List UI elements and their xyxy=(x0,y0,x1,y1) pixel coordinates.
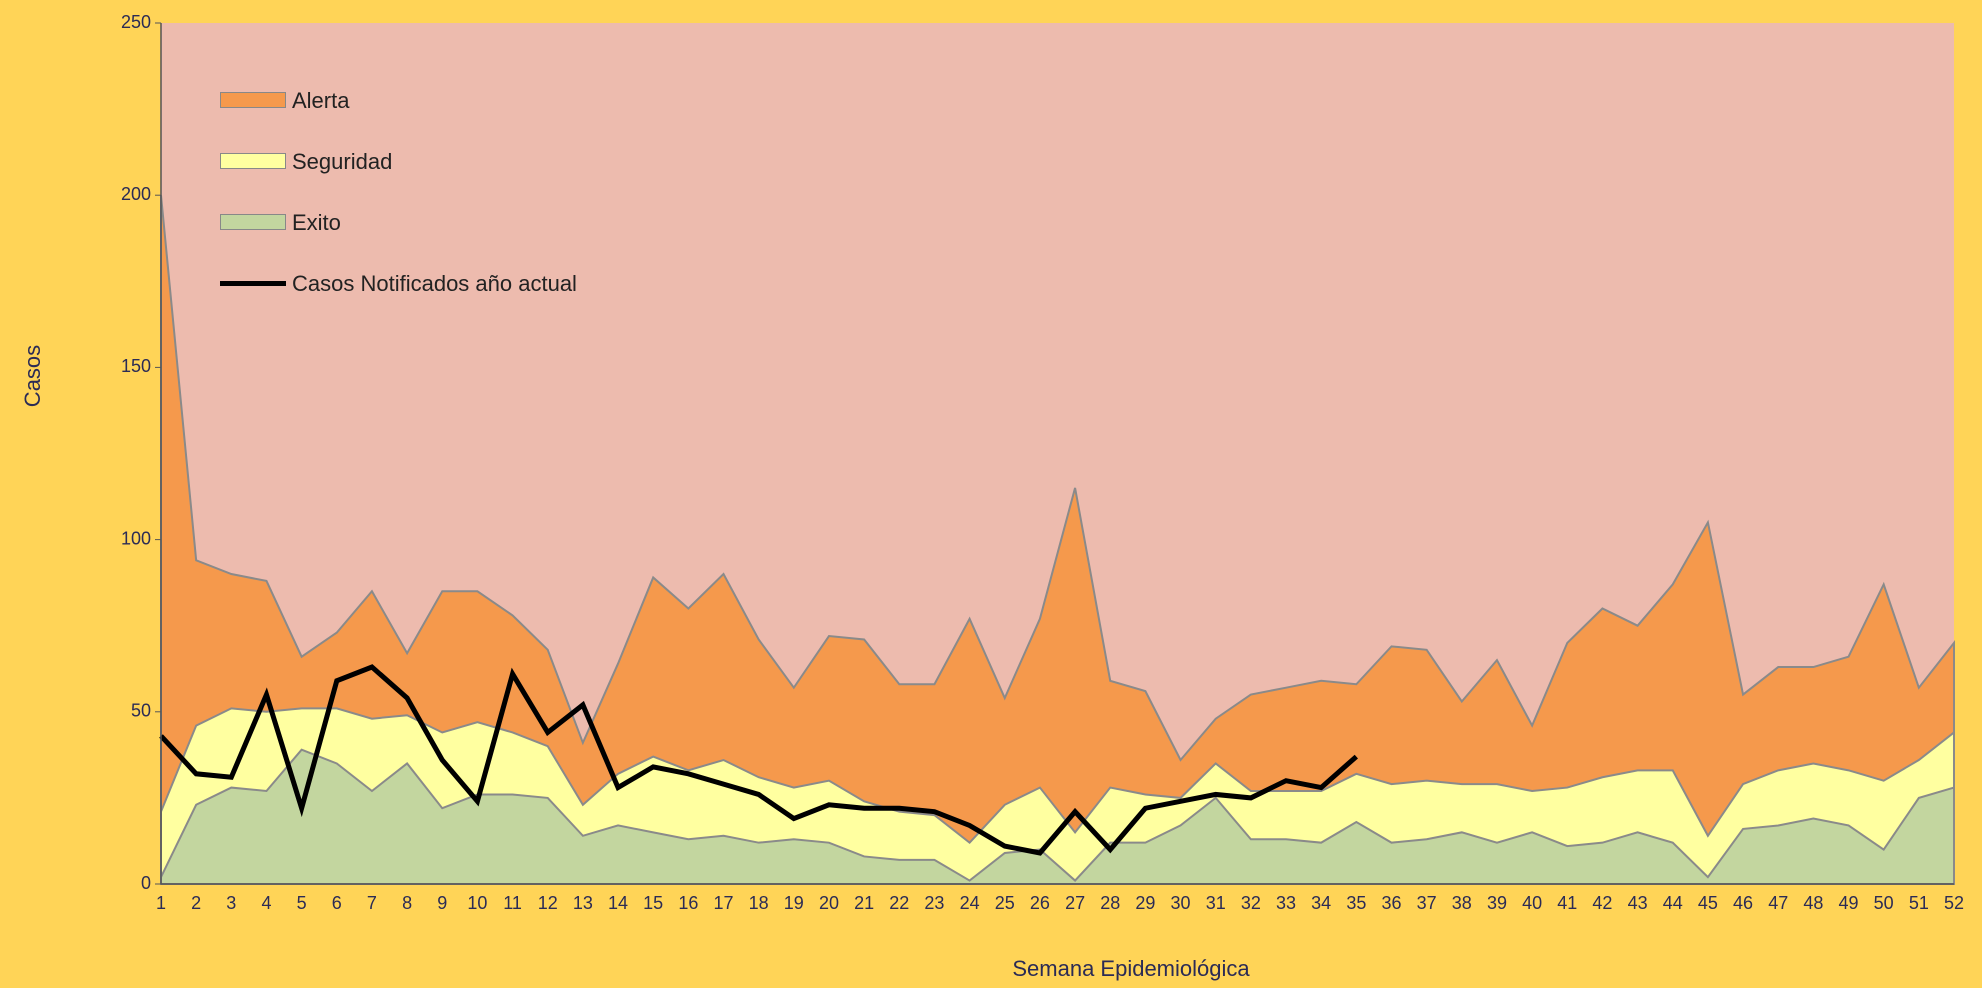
x-tick-label: 33 xyxy=(1276,893,1296,913)
x-tick-label: 48 xyxy=(1803,893,1823,913)
x-tick-label: 49 xyxy=(1839,893,1859,913)
legend-swatch xyxy=(220,92,286,108)
x-tick-label: 40 xyxy=(1522,893,1542,913)
x-tick-label: 31 xyxy=(1206,893,1226,913)
x-tick-label: 7 xyxy=(367,893,377,913)
x-tick-label: 5 xyxy=(297,893,307,913)
y-tick-label: 250 xyxy=(121,12,151,32)
x-tick-label: 27 xyxy=(1065,893,1085,913)
x-tick-label: 18 xyxy=(749,893,769,913)
legend-label: Exito xyxy=(292,210,341,235)
x-tick-label: 43 xyxy=(1628,893,1648,913)
y-tick-label: 150 xyxy=(121,356,151,376)
x-tick-label: 35 xyxy=(1346,893,1366,913)
x-tick-label: 25 xyxy=(995,893,1015,913)
x-tick-label: 20 xyxy=(819,893,839,913)
line xyxy=(159,664,1358,856)
area xyxy=(160,748,1955,885)
x-tick-label: 11 xyxy=(503,893,522,913)
x-tick-label: 3 xyxy=(226,893,236,913)
y-tick-label: 100 xyxy=(121,528,151,548)
x-tick-label: 36 xyxy=(1381,893,1401,913)
x-tick-label: 26 xyxy=(1030,893,1050,913)
x-tick-label: 30 xyxy=(1171,893,1191,913)
legend-item: Alerta xyxy=(220,86,349,116)
x-tick-label: 46 xyxy=(1733,893,1753,913)
legend-item: Exito xyxy=(220,208,341,238)
x-tick-label: 13 xyxy=(573,893,593,913)
x-tick-label: 2 xyxy=(191,893,201,913)
x-axis-label: Semana Epidemiológica xyxy=(1012,956,1250,981)
x-tick-label: 17 xyxy=(713,893,733,913)
x-tick-label: 21 xyxy=(854,893,874,913)
x-tick-label: 14 xyxy=(608,893,628,913)
x-tick-label: 42 xyxy=(1592,893,1612,913)
legend-item: Seguridad xyxy=(220,147,392,177)
x-tick-label: 12 xyxy=(538,893,558,913)
legend-label: Casos Notificados año actual xyxy=(292,271,577,296)
legend-swatch xyxy=(220,153,286,169)
legend-label: Seguridad xyxy=(292,149,393,174)
x-tick-label: 34 xyxy=(1311,893,1331,913)
x-tick-label: 32 xyxy=(1241,893,1261,913)
x-tick-label: 8 xyxy=(402,893,412,913)
legend-swatch xyxy=(220,214,286,230)
y-tick-label: 50 xyxy=(131,701,151,721)
x-tick-label: 22 xyxy=(889,893,909,913)
x-tick-label: 45 xyxy=(1698,893,1718,913)
x-tick-label: 10 xyxy=(467,893,487,913)
x-tick-label: 47 xyxy=(1768,893,1788,913)
x-tick-label: 52 xyxy=(1944,893,1964,913)
legend-swatch xyxy=(220,281,286,286)
x-tick-label: 50 xyxy=(1874,893,1894,913)
area xyxy=(160,195,1955,885)
x-tick-label: 6 xyxy=(332,893,342,913)
x-tick-label: 28 xyxy=(1100,893,1120,913)
x-tick-label: 44 xyxy=(1663,893,1683,913)
x-tick-label: 37 xyxy=(1417,893,1437,913)
x-tick-label: 23 xyxy=(924,893,944,913)
x-tick-label: 4 xyxy=(261,893,271,913)
legend-label: Alerta xyxy=(292,88,350,113)
x-tick-label: 1 xyxy=(156,893,166,913)
x-tick-label: 16 xyxy=(678,893,698,913)
x-tick-label: 41 xyxy=(1557,893,1577,913)
x-tick-label: 24 xyxy=(960,893,980,913)
x-tick-label: 9 xyxy=(437,893,447,913)
x-tick-label: 15 xyxy=(643,893,663,913)
x-tick-label: 51 xyxy=(1909,893,1929,913)
x-tick-label: 29 xyxy=(1135,893,1155,913)
legend-item: Casos Notificados año actual xyxy=(220,269,577,299)
y-axis-label: Casos xyxy=(20,345,45,407)
x-tick-label: 19 xyxy=(784,893,804,913)
y-tick-label: 200 xyxy=(121,184,151,204)
x-tick-label: 38 xyxy=(1452,893,1472,913)
x-tick-label: 39 xyxy=(1487,893,1507,913)
y-tick-label: 0 xyxy=(141,873,151,893)
